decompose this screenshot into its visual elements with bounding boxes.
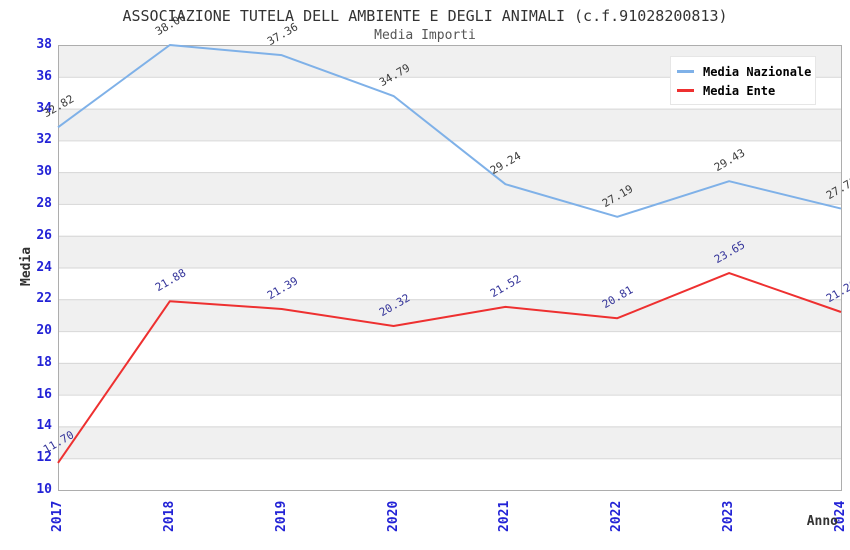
y-tick-label: 38 <box>36 37 52 52</box>
legend: Media Nazionale Media Ente <box>670 56 816 105</box>
legend-item-media-nazionale: Media Nazionale <box>677 62 812 81</box>
legend-label-media-nazionale: Media Nazionale <box>703 64 812 79</box>
media-nazionale-line <box>57 44 842 218</box>
media-nazionale-line-swatch-icon <box>677 70 694 73</box>
y-tick-label: 32 <box>36 132 52 148</box>
y-tick-label: 20 <box>36 323 52 339</box>
media-ente-line <box>57 272 842 464</box>
y-tick-label: 12 <box>36 450 52 466</box>
x-tick-label: 2017 <box>50 500 65 532</box>
chart-title: ASSOCIAZIONE TUTELA DELL AMBIENTE E DEGL… <box>122 7 728 25</box>
legend-label-media-ente: Media Ente <box>703 83 776 98</box>
y-tick-label: 28 <box>36 195 52 211</box>
x-tick-label: 2018 <box>161 500 177 532</box>
legend-item-media-ente: Media Ente <box>677 81 809 100</box>
x-tick-label: 2019 <box>273 500 289 532</box>
y-tick-label: 24 <box>36 259 52 275</box>
x-tick-label: 2021 <box>497 500 513 532</box>
y-tick-label: 16 <box>36 386 52 402</box>
x-tick-label: 2023 <box>721 500 737 532</box>
media-ente-line-swatch-icon <box>677 89 694 92</box>
y-tick-label: 34 <box>36 100 52 116</box>
y-axis-title: Media <box>19 246 34 286</box>
x-tick-label: 2020 <box>385 500 401 532</box>
y-tick-label: 14 <box>36 418 52 434</box>
y-tick-label: 18 <box>36 354 52 370</box>
y-tick-label: 26 <box>36 227 52 243</box>
chart-subtitle: Media Importi <box>374 28 476 43</box>
y-tick-label: 30 <box>36 164 52 180</box>
x-axis-title: Anno <box>806 514 838 529</box>
x-tick-label: 2022 <box>609 500 625 532</box>
y-tick-label: 36 <box>36 68 52 84</box>
y-tick-label: 10 <box>36 482 52 497</box>
y-tick-label: 22 <box>36 291 52 307</box>
